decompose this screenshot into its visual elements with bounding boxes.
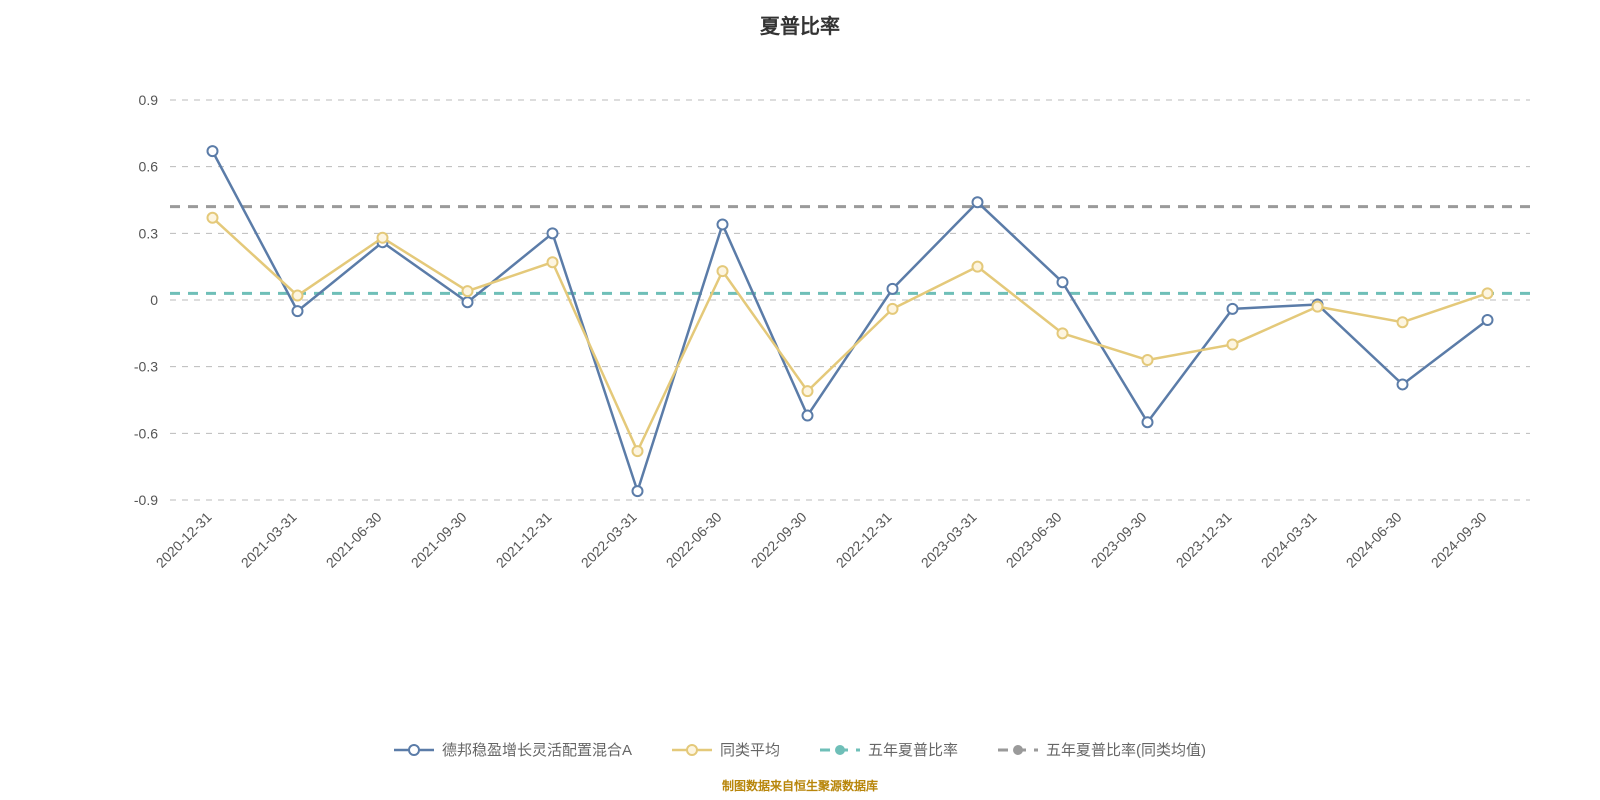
legend-label: 德邦稳盈增长灵活配置混合A bbox=[442, 739, 632, 760]
x-tick-label: 2022-12-31 bbox=[833, 509, 895, 571]
series-marker-fund bbox=[633, 486, 643, 496]
x-tick-label: 2023-03-31 bbox=[918, 509, 980, 571]
y-tick-label: 0.3 bbox=[139, 225, 159, 241]
series-marker-fund bbox=[1398, 379, 1408, 389]
series-marker-peer bbox=[293, 291, 303, 301]
series-marker-fund bbox=[208, 146, 218, 156]
x-tick-label: 2021-06-30 bbox=[323, 509, 385, 571]
series-marker-peer bbox=[633, 446, 643, 456]
sharpe-ratio-chart: 夏普比率 -0.9 -0.6 -0.3 0 0.3 0.6 0.9 2020-12-31 202… bbox=[0, 0, 1600, 800]
chart-legend: 德邦稳盈增长灵活配置混合A 同类平均 五年夏普比率 五年夏普比率(同类均值) bbox=[0, 739, 1600, 760]
series-marker-peer bbox=[1483, 288, 1493, 298]
series-marker-fund bbox=[973, 197, 983, 207]
x-tick-label: 2022-06-30 bbox=[663, 509, 725, 571]
series-line-fund bbox=[213, 151, 1488, 491]
series-marker-peer bbox=[1058, 328, 1068, 338]
legend-swatch-five_year_peer bbox=[998, 742, 1038, 758]
series-marker-peer bbox=[718, 266, 728, 276]
x-tick-label: 2022-09-30 bbox=[748, 509, 810, 571]
x-tick-label: 2020-12-31 bbox=[153, 509, 215, 571]
legend-item-five_year[interactable]: 五年夏普比率 bbox=[820, 739, 958, 760]
series-marker-fund bbox=[718, 219, 728, 229]
series-marker-fund bbox=[548, 228, 558, 238]
series-line-peer bbox=[213, 218, 1488, 451]
y-tick-label: -0.6 bbox=[134, 425, 158, 441]
series-marker-peer bbox=[1143, 355, 1153, 365]
series-marker-fund bbox=[1058, 277, 1068, 287]
legend-swatch-fund bbox=[394, 742, 434, 758]
series-marker-peer bbox=[888, 304, 898, 314]
legend-item-five_year_peer[interactable]: 五年夏普比率(同类均值) bbox=[998, 739, 1206, 760]
x-tick-label: 2021-12-31 bbox=[493, 509, 555, 571]
series-marker-fund bbox=[1228, 304, 1238, 314]
series-marker-fund bbox=[1483, 315, 1493, 325]
chart-svg: -0.9 -0.6 -0.3 0 0.3 0.6 0.9 2020-12-31 2021-03-… bbox=[0, 0, 1600, 700]
series-marker-peer bbox=[548, 257, 558, 267]
legend-label: 同类平均 bbox=[720, 739, 780, 760]
legend-label: 五年夏普比率(同类均值) bbox=[1046, 739, 1206, 760]
x-tick-label: 2024-06-30 bbox=[1343, 509, 1405, 571]
y-tick-label: 0.9 bbox=[139, 92, 159, 108]
series-marker-fund bbox=[1143, 417, 1153, 427]
series-marker-peer bbox=[1313, 302, 1323, 312]
x-tick-label: 2022-03-31 bbox=[578, 509, 640, 571]
x-tick-label: 2023-12-31 bbox=[1173, 509, 1235, 571]
y-tick-label: -0.3 bbox=[134, 359, 158, 375]
x-tick-label: 2023-09-30 bbox=[1088, 509, 1150, 571]
legend-item-fund[interactable]: 德邦稳盈增长灵活配置混合A bbox=[394, 739, 632, 760]
y-tick-label: 0.6 bbox=[139, 159, 159, 175]
series-marker-fund bbox=[463, 297, 473, 307]
chart-title: 夏普比率 bbox=[0, 10, 1600, 39]
x-tick-label: 2024-09-30 bbox=[1428, 509, 1490, 571]
x-tick-label: 2021-09-30 bbox=[408, 509, 470, 571]
y-tick-label: 0 bbox=[150, 292, 158, 308]
series-marker-peer bbox=[973, 262, 983, 272]
series-marker-fund bbox=[888, 284, 898, 294]
series-marker-peer bbox=[803, 386, 813, 396]
y-tick-label: -0.9 bbox=[134, 492, 158, 508]
chart-footer: 制图数据来自恒生聚源数据库 bbox=[0, 777, 1600, 794]
legend-item-peer[interactable]: 同类平均 bbox=[672, 739, 780, 760]
legend-swatch-peer bbox=[672, 742, 712, 758]
x-tick-label: 2023-06-30 bbox=[1003, 509, 1065, 571]
series-marker-peer bbox=[1228, 339, 1238, 349]
series-marker-fund bbox=[803, 411, 813, 421]
series-marker-peer bbox=[1398, 317, 1408, 327]
x-tick-label: 2021-03-31 bbox=[238, 509, 300, 571]
series-marker-peer bbox=[378, 233, 388, 243]
legend-swatch-five_year bbox=[820, 742, 860, 758]
series-marker-peer bbox=[463, 286, 473, 296]
x-tick-label: 2024-03-31 bbox=[1258, 509, 1320, 571]
legend-label: 五年夏普比率 bbox=[868, 739, 958, 760]
series-marker-fund bbox=[293, 306, 303, 316]
series-marker-peer bbox=[208, 213, 218, 223]
